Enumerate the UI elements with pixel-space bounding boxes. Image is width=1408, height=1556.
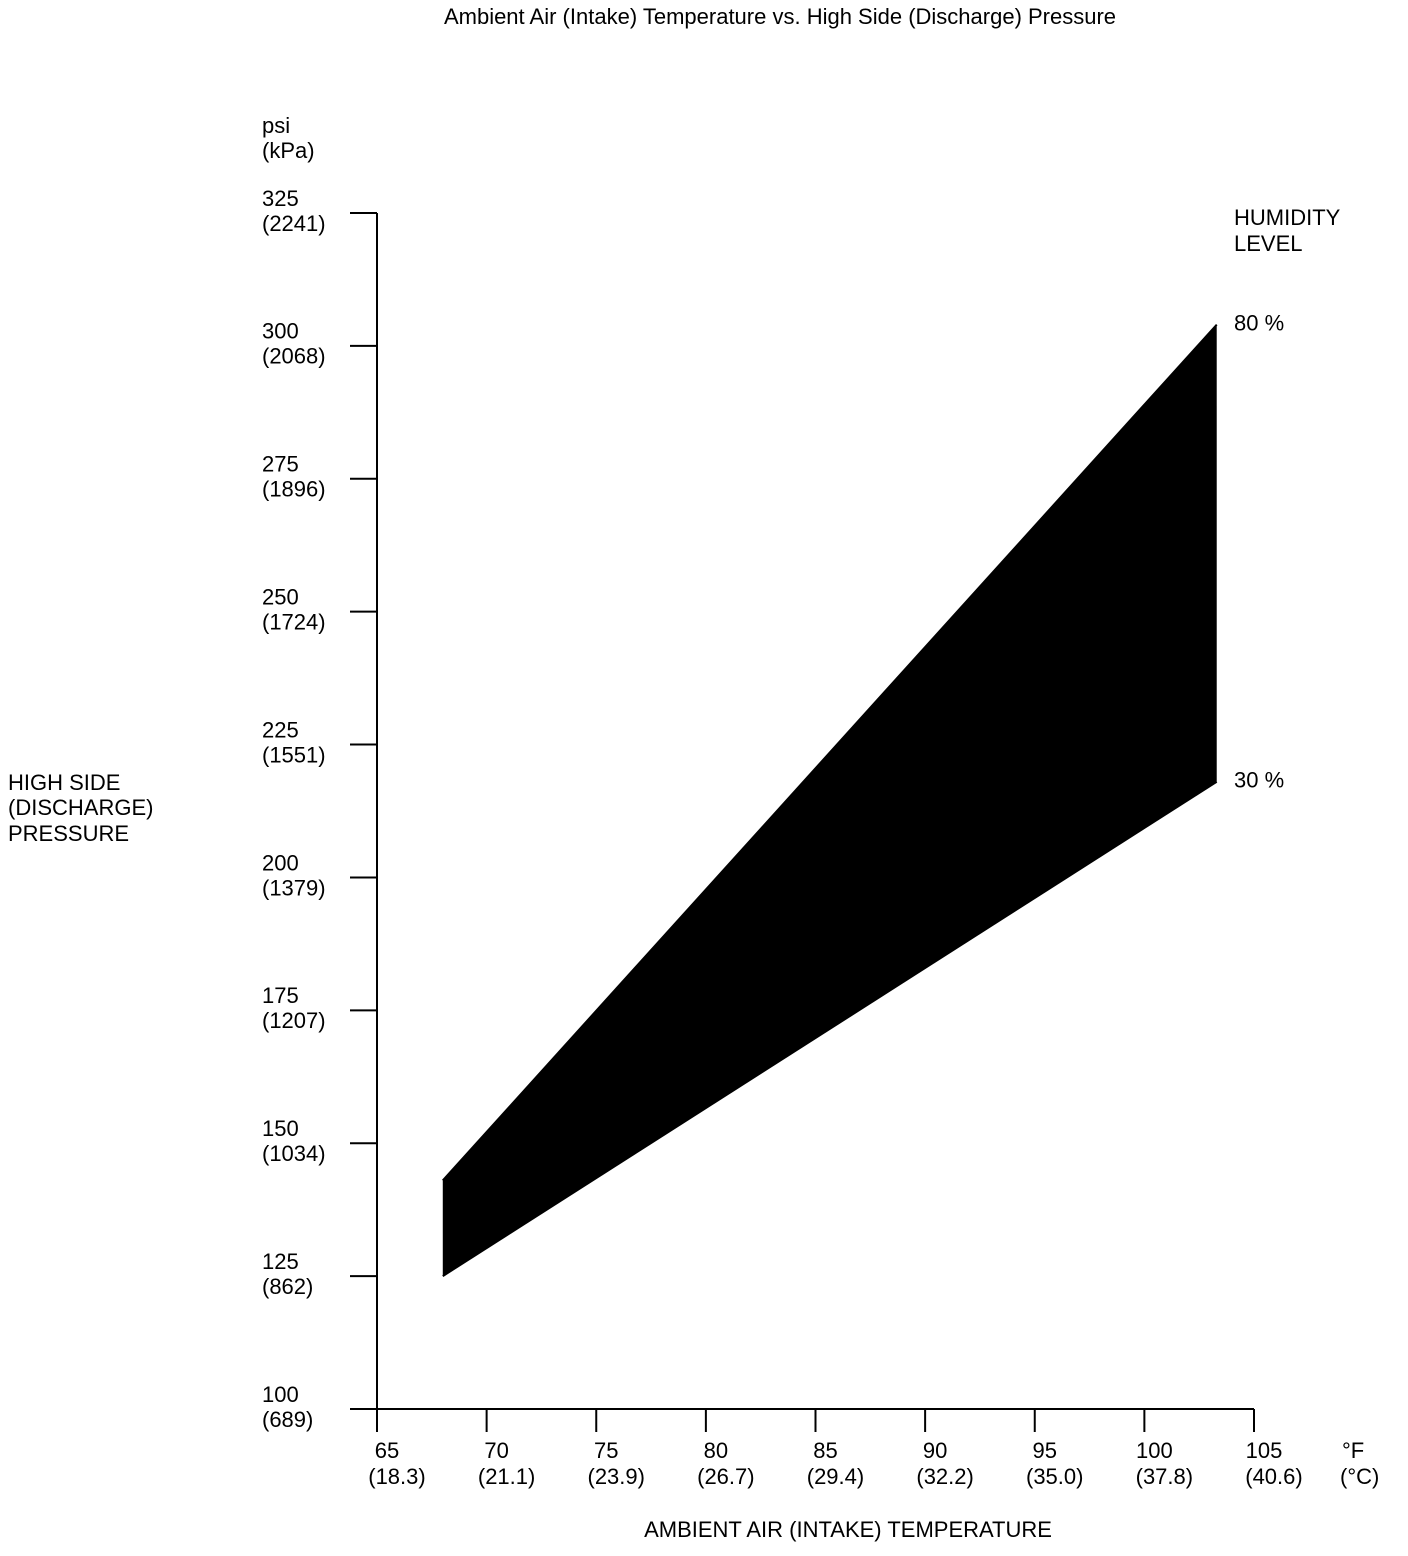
x-tick-label: 65 xyxy=(375,1438,399,1463)
x-tick-label-secondary: (37.8) xyxy=(1136,1464,1193,1489)
x-tick-label: 75 xyxy=(594,1438,618,1463)
x-tick-label-secondary: (29.4) xyxy=(807,1464,864,1489)
legend-title: HUMIDITY xyxy=(1234,205,1341,230)
series-line xyxy=(442,780,1218,1277)
x-tick-label-secondary: (26.7) xyxy=(697,1464,754,1489)
x-unit: °F xyxy=(1342,1438,1364,1463)
y-tick-label-secondary: (2068) xyxy=(262,344,326,369)
x-tick-label-secondary: (32.2) xyxy=(916,1464,973,1489)
y-tick-label-secondary: (1551) xyxy=(262,742,326,767)
y-tick-label: 250 xyxy=(262,584,299,609)
x-tick-label: 80 xyxy=(704,1438,728,1463)
y-title: HIGH SIDE xyxy=(8,770,120,795)
band-fill xyxy=(442,324,1217,1277)
x-tick-label: 95 xyxy=(1033,1438,1057,1463)
series-label: 30 % xyxy=(1234,768,1284,793)
y-tick-label: 225 xyxy=(262,717,299,742)
x-title: AMBIENT AIR (INTAKE) TEMPERATURE xyxy=(644,1517,1052,1542)
y-tick-label: 200 xyxy=(262,850,299,875)
y-title: PRESSURE xyxy=(8,821,129,846)
y-tick-label-secondary: (1034) xyxy=(262,1141,326,1166)
y-tick-label: 325 xyxy=(262,186,299,211)
y-unit: psi xyxy=(262,113,290,138)
y-tick-label-secondary: (1379) xyxy=(262,875,326,900)
legend-title: LEVEL xyxy=(1234,231,1303,256)
y-tick-label-secondary: (2241) xyxy=(262,211,326,236)
y-title: (DISCHARGE) xyxy=(8,795,153,820)
y-tick-label-secondary: (689) xyxy=(262,1407,313,1432)
y-tick-label-secondary: (1724) xyxy=(262,609,326,634)
x-tick-label-secondary: (21.1) xyxy=(478,1464,535,1489)
series-label: 80 % xyxy=(1234,310,1284,335)
chart-title: Ambient Air (Intake) Temperature vs. Hig… xyxy=(444,4,1116,29)
y-tick-label: 100 xyxy=(262,1382,299,1407)
y-tick-label: 275 xyxy=(262,452,299,477)
x-unit: (°C) xyxy=(1340,1464,1379,1489)
y-tick-label: 150 xyxy=(262,1116,299,1141)
series-line xyxy=(442,323,1218,1182)
x-tick-label: 100 xyxy=(1136,1438,1173,1463)
y-tick-label: 300 xyxy=(262,319,299,344)
y-tick-label-secondary: (862) xyxy=(262,1274,313,1299)
x-tick-label-secondary: (18.3) xyxy=(368,1464,425,1489)
x-tick-label-secondary: (35.0) xyxy=(1026,1464,1083,1489)
y-tick-label-secondary: (1896) xyxy=(262,477,326,502)
y-tick-label: 175 xyxy=(262,983,299,1008)
y-tick-label: 125 xyxy=(262,1249,299,1274)
x-tick-label-secondary: (23.9) xyxy=(588,1464,645,1489)
y-tick-label-secondary: (1207) xyxy=(262,1008,326,1033)
x-tick-label: 70 xyxy=(484,1438,508,1463)
x-tick-label-secondary: (40.6) xyxy=(1245,1464,1302,1489)
x-tick-label: 90 xyxy=(923,1438,947,1463)
y-unit: (kPa) xyxy=(262,138,315,163)
x-tick-label: 105 xyxy=(1246,1438,1283,1463)
x-tick-label: 85 xyxy=(813,1438,837,1463)
